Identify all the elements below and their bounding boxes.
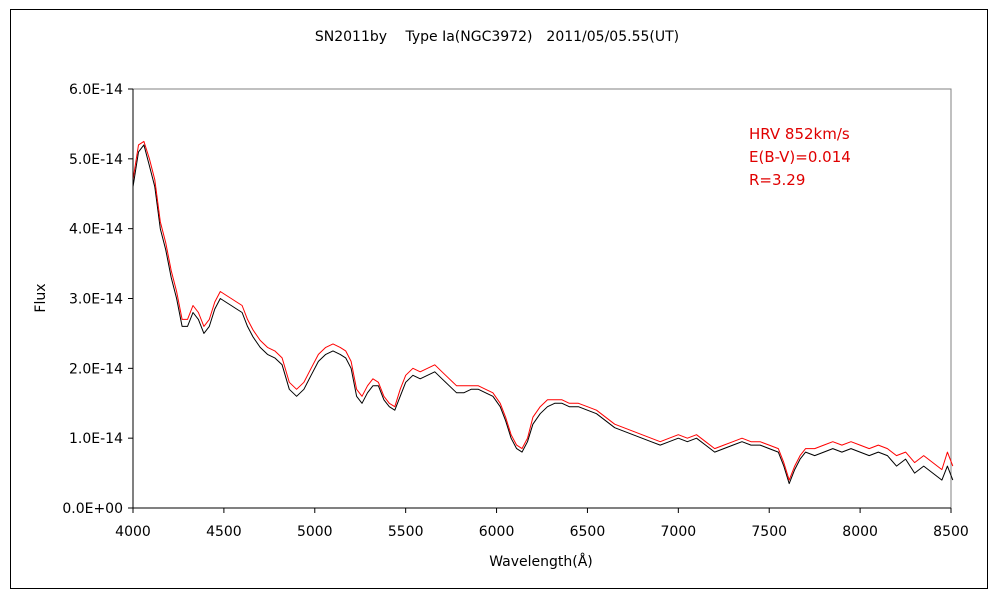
y-axis-label: Flux [33,283,49,312]
chart-title: SN2011by Type Ia(NGC3972) 2011/05/05.55(… [315,29,679,45]
y-tick-label: 0.0E+00 [62,501,123,517]
annotation-r: R=3.29 [749,171,805,189]
series-layer [132,140,954,485]
x-tick-label: 4500 [206,524,242,540]
y-tick-label: 5.0E-14 [69,152,123,168]
y-tick-label: 4.0E-14 [69,222,123,238]
x-tick-label: 4000 [115,524,151,540]
annotation-ebv: E(B-V)=0.014 [749,148,851,166]
x-tick-label: 6000 [479,524,515,540]
y-tick-label: 2.0E-14 [69,361,123,377]
x-tick-label: 5000 [297,524,333,540]
x-tick-label: 7500 [751,524,787,540]
x-tick-label: 8000 [842,524,878,540]
plot-area [132,88,952,509]
chart-frame [10,9,988,589]
y-tick-label: 3.0E-14 [69,292,123,308]
x-tick-label: 5500 [388,524,424,540]
x-tick-label: 7000 [661,524,697,540]
x-tick-label: 8500 [933,524,969,540]
x-axis-label: Wavelength(Å) [489,553,593,570]
annotation-hrv: HRV 852km/s [749,125,850,143]
series-line-1 [132,140,954,481]
y-tick-label: 1.0E-14 [69,431,123,447]
x-axis-ticks: 4000 4500 5000 5500 6000 6500 7000 7500 8000 8500 [115,508,969,540]
y-tick-label: 6.0E-14 [69,82,123,98]
x-tick-label: 6500 [570,524,606,540]
series-line-0 [132,144,954,485]
y-axis-ticks: 0.0E+00 1.0E-14 2.0E-14 3.0E-14 4.0E-14 5.0E-… [62,82,133,517]
